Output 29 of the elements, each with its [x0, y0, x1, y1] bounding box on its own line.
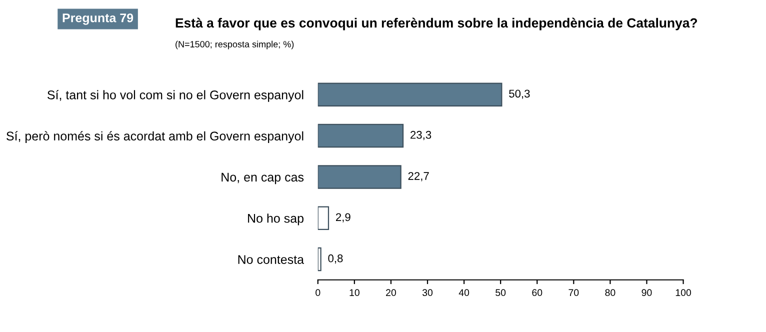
x-tick-label: 20 — [386, 289, 396, 296]
x-tick-label: 70 — [568, 289, 579, 296]
text: (N=1500; resposta simple; %) — [176, 40, 294, 50]
data-label: 0,8 — [328, 254, 343, 264]
x-tick-label: 30 — [422, 289, 433, 296]
y-tick-label: No contesta — [238, 255, 304, 264]
bar — [318, 124, 404, 148]
x-tick-label: 10 — [350, 289, 360, 296]
y-tick-label: Sí, però només si és acordat amb el Govern espanyol — [6, 131, 304, 143]
data-label: 2,9 — [336, 213, 350, 222]
x-tick-label: 90 — [642, 289, 652, 296]
x-tick-label: 50 — [496, 289, 506, 296]
y-tick-label: No, en cap cas — [222, 172, 304, 184]
bar — [318, 247, 322, 272]
x-tick-label: 80 — [605, 289, 616, 296]
data-label: 50,3 — [509, 90, 530, 99]
y-tick-label: No ho sap — [248, 214, 304, 226]
chart-title: Està a favor que es convoqui un referèndum sobre la independència de Catalunya? — [176, 18, 698, 30]
data-label: 23,3 — [410, 130, 432, 140]
y-tick-label: Sí, tant si ho vol com si no el Govern espanyol — [48, 90, 304, 102]
x-tick-label: 0 — [316, 289, 320, 296]
x-tick-label: 40 — [458, 289, 470, 296]
x-tick-label: 60 — [532, 289, 542, 296]
bar — [318, 206, 330, 230]
x-tick-label: 100 — [676, 289, 692, 296]
data-label: 22,7 — [408, 172, 429, 182]
text: Pregunta 79 — [62, 13, 134, 25]
bar — [318, 165, 402, 189]
bar — [318, 82, 502, 106]
